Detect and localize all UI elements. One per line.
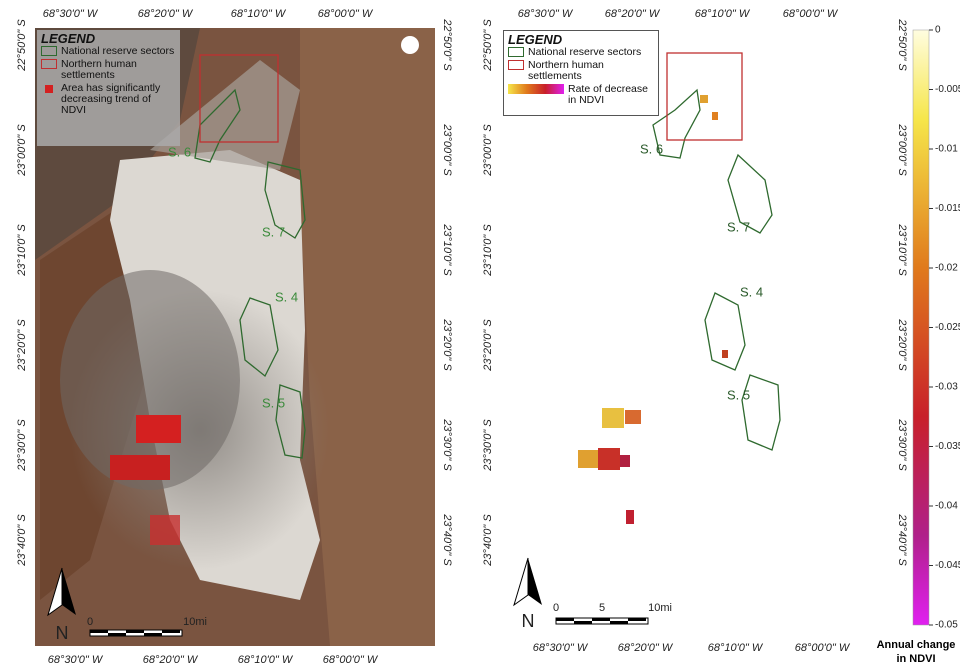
lon-label: 68°20'0" W (143, 654, 199, 666)
figure: 68°30'0" W 68°30'0" W 68°20'0" W 68°20'0" W… (0, 0, 960, 672)
legend-swatch (508, 84, 564, 94)
north-label: N (522, 611, 535, 631)
lat-label: 23°10'0" S (441, 223, 453, 276)
scale-label: 5 (599, 602, 605, 614)
lat-label: 22°50'0" S (441, 18, 453, 71)
legend-label: Rate of decrease in NDVI (568, 84, 654, 106)
colorbar-tick-label: -0.05 (935, 620, 958, 631)
colorbar-tick-label: -0.025 (935, 322, 960, 333)
legend: LEGEND National reserve sectors Northern… (503, 30, 659, 116)
lat-label: 22°50'0" S (896, 18, 908, 71)
legend: LEGEND National reserve sectors Northern… (37, 30, 180, 146)
lon-label: 68°00'0" W (783, 8, 839, 20)
lon-label: 68°30'0" W (48, 654, 104, 666)
legend-label: Northern human settlements (528, 60, 654, 82)
sector-label: S. 7 (262, 224, 285, 239)
lon-label: 68°30'0" W (518, 8, 574, 20)
lat-label: 23°40'0" S (896, 513, 908, 566)
legend-item: National reserve sectors (508, 47, 654, 58)
legend-swatch (41, 59, 57, 69)
lon-label: 68°20'0" W (618, 642, 674, 654)
lat-label: 23°00'0" S (16, 124, 28, 177)
colorbar-tick-label: -0.01 (935, 144, 958, 155)
lat-label: 23°20'0" S (896, 318, 908, 371)
lat-label: 23°00'0" S (441, 123, 453, 176)
sector-label: S. 5 (262, 395, 285, 410)
lat-label: 23°40'0" S (482, 514, 494, 567)
legend-label: Northern human settlements (61, 59, 176, 81)
north-label: N (56, 623, 69, 643)
lon-label: 68°30'0" W (533, 642, 589, 654)
sector-label: S. 4 (275, 289, 298, 304)
legend-item: Area has significantly decreasing trend … (41, 83, 176, 116)
legend-item: Northern human settlements (508, 60, 654, 82)
sector-label: S. 4 (740, 284, 763, 299)
lat-label: 23°30'0" S (896, 418, 908, 471)
colorbar-tick-label: -0.045 (935, 560, 960, 571)
lat-label: 23°30'0" S (482, 419, 494, 472)
lon-label: 68°10'0" W (231, 8, 287, 20)
legend-title: LEGEND (508, 34, 654, 45)
scale-label: 10mi (648, 602, 672, 614)
lat-label: 23°30'0" S (441, 418, 453, 471)
lat-label: 23°10'0" S (16, 224, 28, 277)
lat-label: 23°20'0" S (16, 319, 28, 372)
colorbar-tick-label: -0.015 (935, 203, 960, 214)
lat-label: 23°00'0" S (482, 124, 494, 177)
colorbar-label: Annual change in NDVI (872, 638, 960, 666)
lat-label: 23°10'0" S (482, 224, 494, 277)
lat-label: 23°00'0" S (896, 123, 908, 176)
scale-label: 10mi (183, 616, 207, 628)
lon-label: 68°00'0" W (318, 8, 374, 20)
lat-label: 23°20'0" S (441, 318, 453, 371)
lon-label: 68°10'0" W (708, 642, 764, 654)
legend-swatch (41, 46, 57, 56)
lon-label: 68°00'0" W (795, 642, 851, 654)
colorbar-tick-label: -0.04 (935, 501, 958, 512)
legend-swatch (45, 85, 53, 93)
legend-title: LEGEND (41, 33, 176, 44)
sector-label: S. 6 (640, 141, 663, 156)
colorbar-tick-label: -0.02 (935, 263, 958, 274)
colorbar-tick-label: -0.005 (935, 84, 960, 95)
legend-item: Northern human settlements (41, 59, 176, 81)
lat-label: 23°40'0" S (16, 514, 28, 567)
colorbar-tick-label: 0 (935, 25, 941, 36)
sector-label: S. 5 (727, 387, 750, 402)
lat-label: 23°20'0" S (482, 319, 494, 372)
lat-label: 22°50'0" S (482, 19, 494, 72)
lat-label: 22°50'0" S (16, 19, 28, 72)
sector-label: S. 7 (727, 219, 750, 234)
legend-label: National reserve sectors (528, 47, 641, 58)
ndvi-patches (578, 95, 728, 524)
lon-label: 68°20'0" W (605, 8, 661, 20)
sector-outline (742, 375, 780, 450)
scale-label: 0 (553, 602, 559, 614)
lon-label: 68°10'0" W (695, 8, 751, 20)
legend-swatch (508, 60, 524, 70)
lat-label: 23°40'0" S (441, 513, 453, 566)
lon-label: 68°20'0" W (138, 8, 194, 20)
scale-label: 0 (87, 616, 93, 628)
sector-outline (705, 293, 745, 370)
colorbar (913, 30, 929, 625)
legend-swatch (508, 47, 524, 57)
lon-label: 68°30'0" W (43, 8, 99, 20)
lat-label: 23°10'0" S (896, 223, 908, 276)
sector-label: S. 6 (168, 144, 191, 159)
legend-label: Area has significantly decreasing trend … (61, 83, 176, 116)
legend-item: National reserve sectors (41, 46, 176, 57)
legend-item: Rate of decrease in NDVI (508, 84, 654, 106)
lon-label: 68°10'0" W (238, 654, 294, 666)
lat-label: 23°30'0" S (16, 419, 28, 472)
colorbar-tick-label: -0.035 (935, 441, 960, 452)
lon-label: 68°00'0" W (323, 654, 379, 666)
colorbar-tick-label: -0.03 (935, 382, 958, 393)
legend-label: National reserve sectors (61, 46, 174, 57)
